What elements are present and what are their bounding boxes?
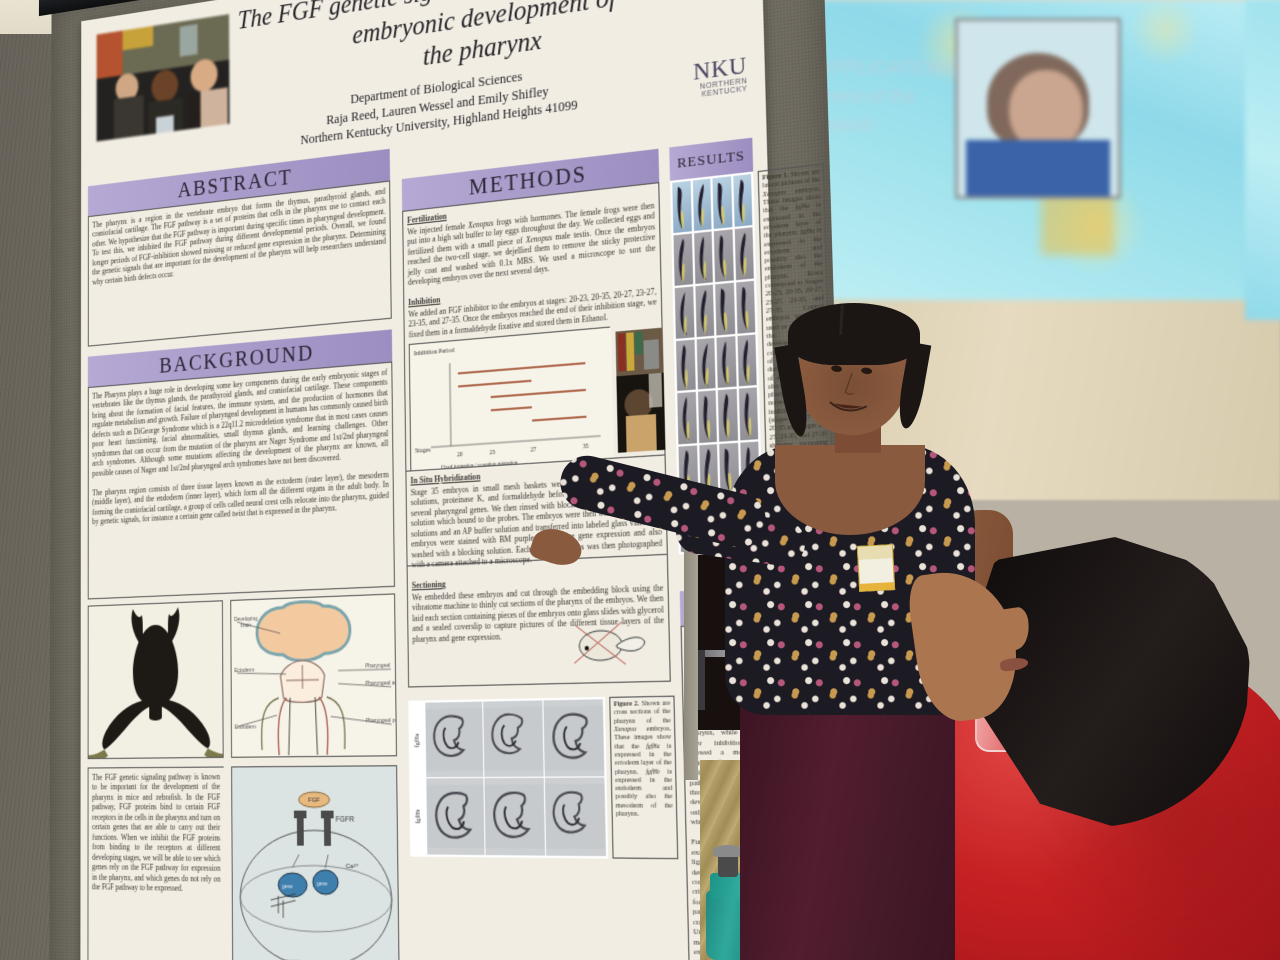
svg-text:Fixed formation / cessation mi: Fixed formation / cessation migration	[441, 460, 518, 470]
svg-text:27: 27	[531, 447, 537, 454]
svg-text:35: 35	[583, 443, 589, 450]
svg-text:Pharyngeal: Pharyngeal	[365, 663, 390, 670]
svg-text:23: 23	[489, 450, 495, 457]
svg-text:Developing: Developing	[234, 616, 258, 623]
svg-text:Ectoderm: Ectoderm	[234, 667, 254, 674]
svg-text:Endoderm: Endoderm	[235, 724, 257, 731]
svg-text:brain: brain	[241, 622, 252, 629]
svg-text:gene: gene	[317, 882, 328, 888]
svg-text:20: 20	[457, 452, 463, 459]
svg-text:FGFR: FGFR	[336, 816, 355, 824]
svg-text:Stages: Stages	[415, 447, 431, 455]
svg-text:Pharyngeal pouch: Pharyngeal pouch	[366, 717, 397, 724]
svg-text:Pharyngeal arch: Pharyngeal arch	[365, 680, 397, 688]
svg-text:Ca²⁺: Ca²⁺	[346, 862, 359, 870]
svg-text:Inhibition Period: Inhibition Period	[414, 348, 455, 358]
